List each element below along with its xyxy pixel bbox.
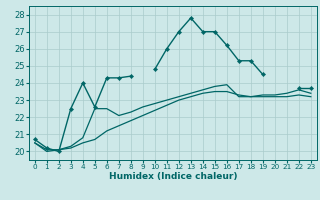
X-axis label: Humidex (Indice chaleur): Humidex (Indice chaleur) <box>108 172 237 181</box>
